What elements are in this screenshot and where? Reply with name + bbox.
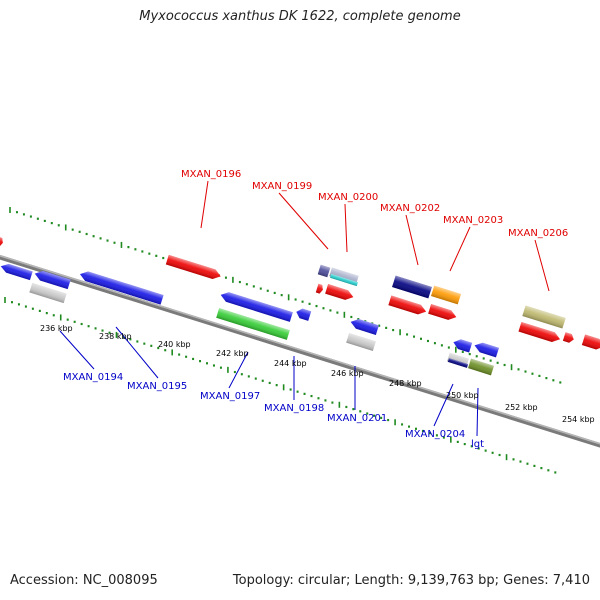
- gene-label-mxan-0200[interactable]: MXAN_0200: [318, 192, 378, 203]
- axis-tick-labels: 236 kbp 238 kbp 240 kbp 242 kbp 244 kbp …: [40, 324, 595, 424]
- gene-label-mxan-0199[interactable]: MXAN_0199: [252, 181, 312, 192]
- feature-mxan-0194[interactable]: [0, 262, 33, 281]
- feature-mxan-0194b[interactable]: [33, 269, 71, 290]
- feature-mxan-0201[interactable]: [349, 317, 379, 335]
- tick-label-252: 252 kbp: [505, 403, 538, 412]
- feature-mxan-0195[interactable]: [78, 269, 164, 305]
- gene-label-mxan-0203[interactable]: MXAN_0203: [443, 215, 503, 226]
- reverse-gene-labels: MXAN_0194 MXAN_0195 MXAN_0197 MXAN_0198 …: [63, 372, 484, 450]
- gene-label-mxan-0194[interactable]: MXAN_0194: [63, 372, 123, 383]
- feature-mxan-0200b[interactable]: [330, 273, 358, 287]
- feature-small-red-2[interactable]: [562, 332, 575, 344]
- feature-mxan-0204[interactable]: [452, 338, 473, 353]
- leader-line: [344, 203, 348, 253]
- feature-mxan-0197b[interactable]: [216, 308, 290, 340]
- tick-label-240: 240 kbp: [158, 340, 191, 349]
- feature-small-red[interactable]: [315, 283, 324, 294]
- leader-line: [534, 239, 550, 292]
- tick-label-254: 254 kbp: [562, 415, 595, 424]
- leader-line: [449, 226, 471, 272]
- forward-gene-labels: MXAN_0196 MXAN_0199 MXAN_0200 MXAN_0202 …: [181, 169, 568, 239]
- leader-line: [228, 351, 249, 389]
- tick-label-250: 250 kbp: [446, 391, 479, 400]
- tick-label-236: 236 kbp: [40, 324, 73, 333]
- feature-mxan-0201b[interactable]: [346, 333, 376, 351]
- tick-label-244: 244 kbp: [274, 359, 307, 368]
- gene-label-mxan-0206[interactable]: MXAN_0206: [508, 228, 568, 239]
- leader-line: [433, 383, 454, 427]
- gene-label-mxan-0195[interactable]: MXAN_0195: [127, 381, 187, 392]
- feature-mxan-0202[interactable]: [392, 275, 432, 299]
- feature-mxan-0206[interactable]: [522, 305, 566, 329]
- tick-label-238: 238 kbp: [99, 332, 132, 341]
- gene-label-mxan-0201[interactable]: MXAN_0201: [327, 413, 387, 424]
- genome-backbone: [0, 249, 600, 457]
- accession-text: Accession: NC_008095: [10, 573, 158, 588]
- tick-label-248: 248 kbp: [389, 379, 422, 388]
- leader-line: [59, 330, 95, 370]
- leader-line: [476, 387, 479, 437]
- feature-lgt[interactable]: [473, 341, 499, 358]
- feature-left-edge[interactable]: [0, 236, 4, 247]
- gene-label-mxan-0202[interactable]: MXAN_0202: [380, 203, 440, 214]
- feature-mxan-0197[interactable]: [219, 290, 293, 322]
- feature-mxan-0203-red[interactable]: [428, 304, 458, 322]
- upper-tick-row: [9, 207, 562, 384]
- feature-mxan-0203[interactable]: [430, 285, 462, 305]
- tick-label-242: 242 kbp: [216, 349, 249, 358]
- gene-label-mxan-0196[interactable]: MXAN_0196: [181, 169, 241, 180]
- leader-line: [405, 214, 419, 266]
- leader-line: [278, 192, 329, 250]
- feature-mxan-0196[interactable]: [165, 254, 222, 281]
- feature-mxan-0204c[interactable]: [447, 358, 469, 368]
- label-leader-lines: [59, 180, 550, 437]
- gene-label-mxan-0198[interactable]: MXAN_0198: [264, 403, 324, 414]
- gene-features: [0, 236, 600, 376]
- feature-mxan-0202-red[interactable]: [388, 295, 427, 317]
- feature-mxan-0199[interactable]: [317, 264, 331, 278]
- gene-label-lgt[interactable]: lgt: [471, 439, 484, 450]
- map-title: Myxococcus xanthus DK 1622, complete gen…: [139, 9, 461, 24]
- genome-summary-text: Topology: circular; Length: 9,139,763 bp…: [232, 573, 590, 588]
- tick-label-246: 246 kbp: [331, 369, 364, 378]
- leader-line: [200, 180, 209, 229]
- gene-label-mxan-0197[interactable]: MXAN_0197: [200, 391, 260, 402]
- feature-right-edge[interactable]: [581, 334, 600, 351]
- feature-mxan-0194c[interactable]: [29, 282, 67, 304]
- lower-tick-row: [4, 297, 557, 474]
- leader-line: [115, 326, 159, 379]
- feature-lgt-b[interactable]: [468, 358, 494, 376]
- gene-label-mxan-0204[interactable]: MXAN_0204: [405, 429, 465, 440]
- feature-mxan-0206-red[interactable]: [518, 321, 561, 344]
- feature-mxan-0201-red[interactable]: [325, 284, 355, 302]
- feature-mxan-0198[interactable]: [295, 307, 312, 321]
